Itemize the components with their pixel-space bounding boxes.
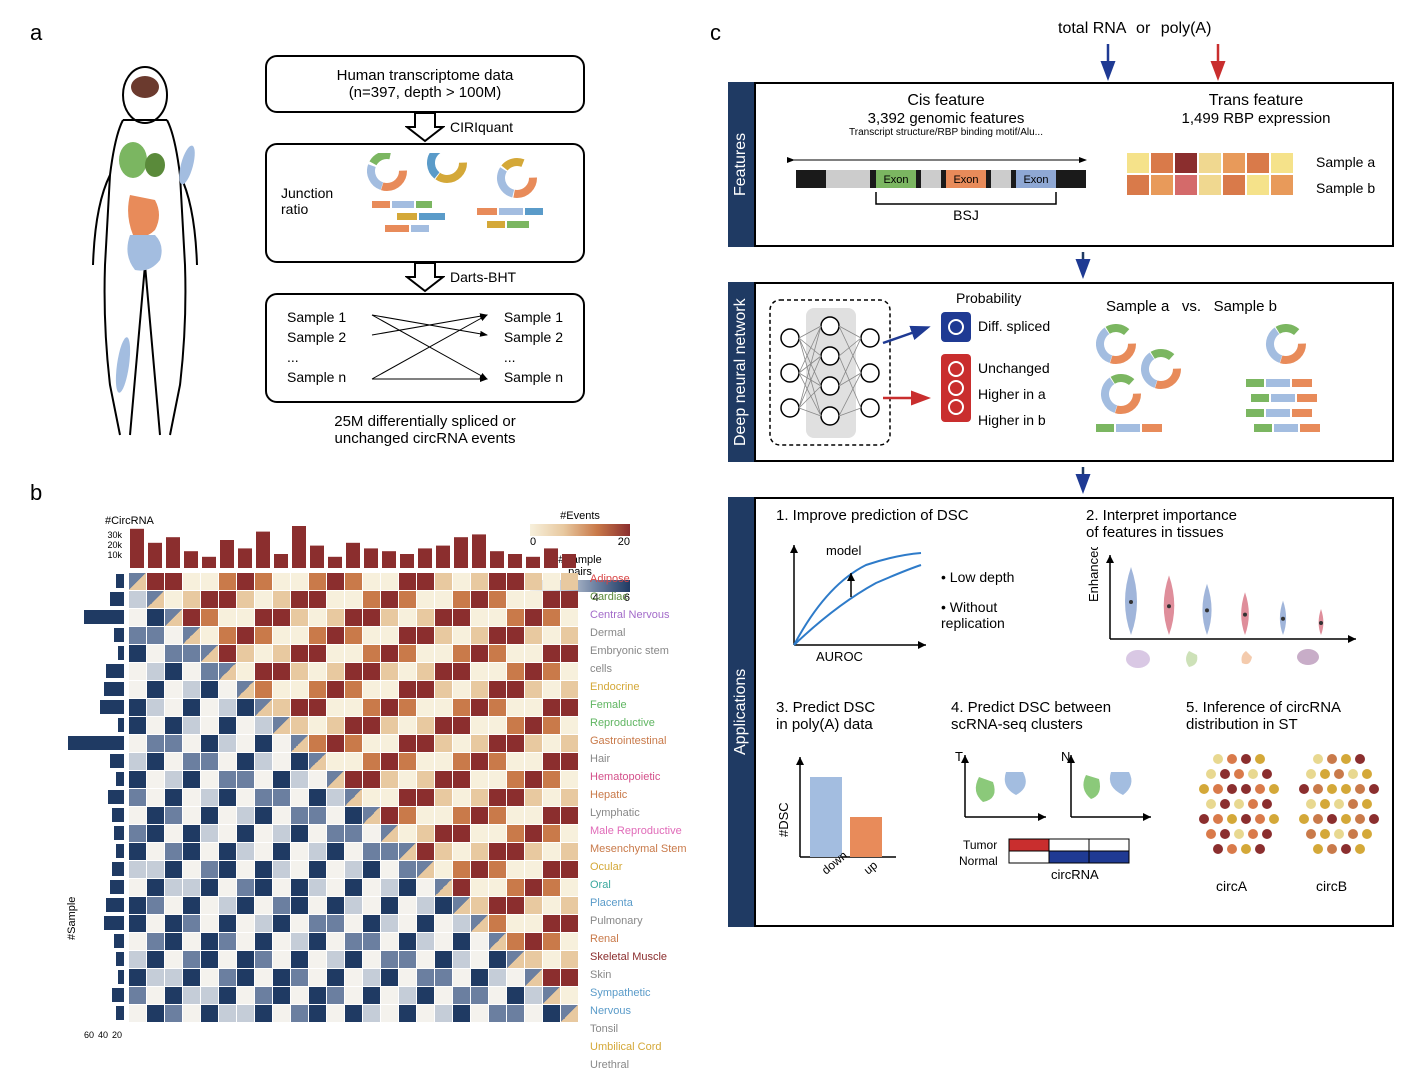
features-box: Cis feature 3,392 genomic features Trans… <box>754 82 1394 247</box>
dnn-box: Probability Diff. spliced Unchanged High… <box>754 282 1394 462</box>
auroc-plot: model AUROC <box>776 535 936 665</box>
panel-a-label: a <box>30 20 42 46</box>
dnn-label: Deep neural network <box>728 282 754 462</box>
sample-bars <box>56 572 126 1032</box>
rbp-heatmap <box>1126 152 1294 196</box>
arrow-down-icon <box>1068 250 1098 280</box>
svg-text:T: T <box>955 749 963 764</box>
scrna-plot: T N Tumor Normal circRNA <box>951 747 1171 917</box>
circRNA-bars <box>128 520 588 570</box>
svg-text:Exon: Exon <box>883 174 908 186</box>
apps-label: Applications <box>728 497 754 927</box>
svg-text:up: up <box>861 858 880 878</box>
features-label: Features <box>728 82 754 247</box>
input-arrows <box>1088 42 1288 82</box>
apps-box: 1. Improve prediction of DSC model AUROC… <box>754 497 1394 927</box>
svg-text:Normal: Normal <box>959 854 998 868</box>
arrow-down-icon <box>405 113 445 143</box>
svg-text:#DSC: #DSC <box>776 802 791 837</box>
cross-arrows <box>367 307 497 391</box>
svg-text:model: model <box>826 543 862 558</box>
box-junction: Junction ratio <box>265 143 585 263</box>
human-body-icon <box>55 65 235 445</box>
svg-text:BSJ: BSJ <box>953 207 979 223</box>
tissue-labels: AdiposeCardiacCentral NervousDermalEmbry… <box>590 570 690 1074</box>
transcript-diagram: Exon Exon Exon BSJ <box>786 152 1096 232</box>
darts-label: Darts-BHT <box>450 269 516 285</box>
svg-text:Exon: Exon <box>953 174 978 186</box>
ciriquant-label: CIRIquant <box>450 119 513 135</box>
svg-text:AUROC: AUROC <box>816 649 863 664</box>
dsc-bars: #DSC down up <box>776 747 916 907</box>
sample-comparison <box>1096 324 1376 444</box>
svg-text:circRNA: circRNA <box>1051 867 1099 882</box>
svg-text:circA: circA <box>1216 878 1248 894</box>
neural-net-icon <box>768 298 938 448</box>
violin-plot: Enhanced IG <box>1086 547 1366 687</box>
st-dots: circA circB <box>1186 751 1386 911</box>
box-transcriptome: Human transcriptome data (n=397, depth >… <box>265 55 585 113</box>
svg-text:circB: circB <box>1316 878 1347 894</box>
arrow-down-icon <box>1068 465 1098 495</box>
svg-text:Enhanced IG: Enhanced IG <box>1086 547 1101 602</box>
arrow-down-icon <box>405 263 445 293</box>
panel-a-caption: 25M differentially spliced or unchanged … <box>265 413 585 447</box>
panel-c-label: c <box>710 20 721 46</box>
junction-donuts <box>367 153 567 248</box>
svg-text:N: N <box>1061 749 1070 764</box>
panel-b: #Events 020 #Sample pairs 0246 #CircRNA … <box>50 510 690 1040</box>
panel-b-label: b <box>30 480 42 506</box>
heatmap <box>128 572 578 1022</box>
box-samples: Sample 1Sample 2...Sample n Sample 1Samp… <box>265 293 585 403</box>
svg-text:Exon: Exon <box>1023 174 1048 186</box>
svg-text:Tumor: Tumor <box>963 838 997 852</box>
